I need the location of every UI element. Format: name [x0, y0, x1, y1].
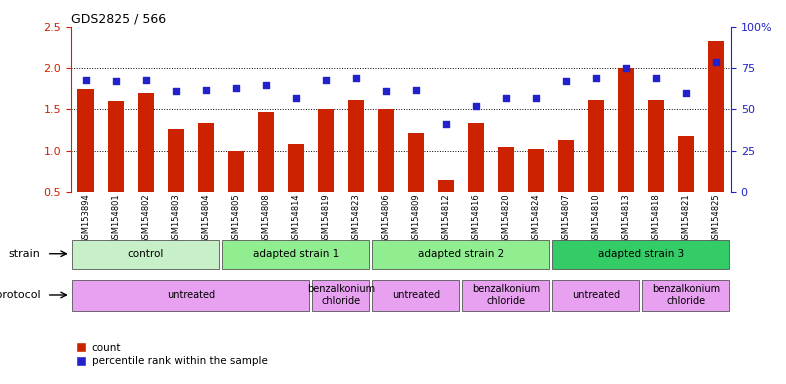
Bar — [707, 41, 724, 192]
Bar — [648, 99, 664, 192]
Bar — [618, 68, 634, 192]
Point — [230, 85, 242, 91]
Bar — [258, 112, 274, 192]
Point — [350, 75, 362, 81]
Point — [259, 82, 272, 88]
Text: untreated: untreated — [391, 290, 440, 300]
Text: adapted strain 1: adapted strain 1 — [252, 249, 339, 259]
Text: untreated: untreated — [572, 290, 620, 300]
Text: strain: strain — [9, 249, 41, 259]
Bar — [553, 240, 729, 269]
Bar — [558, 140, 574, 192]
Point — [320, 77, 332, 83]
Point — [170, 88, 182, 94]
Bar — [138, 93, 154, 192]
Legend: count, percentile rank within the sample: count, percentile rank within the sample — [76, 343, 267, 366]
Point — [680, 90, 692, 96]
Bar — [588, 100, 604, 192]
Bar — [678, 136, 694, 192]
Text: control: control — [127, 249, 164, 259]
Point — [530, 95, 542, 101]
Bar — [373, 240, 549, 269]
Point — [710, 58, 722, 65]
Bar — [228, 151, 244, 192]
Bar — [312, 280, 369, 311]
Text: growth protocol: growth protocol — [0, 290, 41, 300]
Point — [139, 77, 152, 83]
Bar — [318, 109, 334, 192]
Text: benzalkonium
chloride: benzalkonium chloride — [472, 284, 540, 306]
Bar — [72, 280, 310, 311]
Point — [79, 77, 92, 83]
Point — [500, 95, 512, 101]
Bar — [377, 109, 394, 192]
Bar — [288, 144, 304, 192]
Bar — [553, 280, 640, 311]
Bar — [72, 240, 219, 269]
Bar — [347, 99, 364, 192]
Point — [439, 121, 452, 127]
Bar — [498, 147, 514, 192]
Text: adapted strain 2: adapted strain 2 — [417, 249, 504, 259]
Point — [590, 75, 602, 81]
Bar — [438, 180, 454, 192]
Bar — [462, 280, 549, 311]
Point — [380, 88, 392, 94]
Bar — [527, 149, 544, 192]
Point — [560, 78, 572, 84]
Text: benzalkonium
chloride: benzalkonium chloride — [307, 284, 375, 306]
Bar — [222, 240, 369, 269]
Point — [619, 65, 632, 71]
Bar — [197, 124, 214, 192]
Point — [469, 103, 482, 109]
Point — [109, 78, 122, 84]
Text: GDS2825 / 566: GDS2825 / 566 — [71, 13, 166, 26]
Text: untreated: untreated — [167, 290, 215, 300]
Point — [289, 95, 302, 101]
Bar — [408, 132, 424, 192]
Bar — [78, 89, 94, 192]
Bar — [167, 129, 184, 192]
Bar — [468, 124, 484, 192]
Bar — [108, 101, 124, 192]
Text: benzalkonium
chloride: benzalkonium chloride — [652, 284, 720, 306]
Point — [200, 86, 212, 93]
Point — [410, 86, 422, 93]
Point — [650, 75, 663, 81]
Bar — [642, 280, 729, 311]
Text: adapted strain 3: adapted strain 3 — [598, 249, 684, 259]
Bar — [373, 280, 459, 311]
